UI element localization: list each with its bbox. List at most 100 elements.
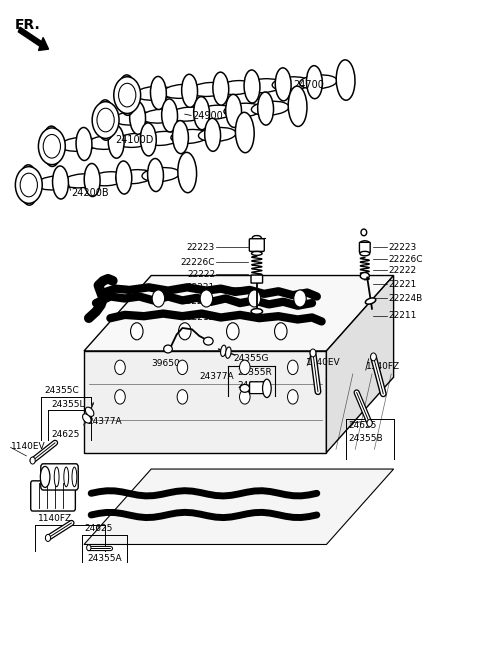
Ellipse shape — [337, 64, 354, 96]
Ellipse shape — [235, 112, 254, 153]
Circle shape — [119, 83, 136, 107]
Ellipse shape — [60, 137, 98, 152]
Ellipse shape — [119, 79, 135, 112]
Ellipse shape — [226, 94, 241, 127]
Ellipse shape — [108, 125, 124, 158]
Ellipse shape — [213, 72, 229, 105]
Ellipse shape — [336, 60, 355, 100]
Ellipse shape — [204, 337, 213, 345]
Ellipse shape — [116, 161, 132, 194]
Circle shape — [43, 134, 60, 158]
Ellipse shape — [140, 123, 156, 156]
Ellipse shape — [360, 272, 369, 279]
Ellipse shape — [244, 70, 260, 103]
FancyBboxPatch shape — [41, 464, 78, 490]
Circle shape — [177, 390, 188, 404]
Circle shape — [46, 535, 50, 541]
Circle shape — [371, 353, 376, 361]
Ellipse shape — [172, 121, 189, 154]
Ellipse shape — [226, 347, 231, 358]
Ellipse shape — [272, 77, 310, 91]
Circle shape — [294, 290, 306, 307]
Circle shape — [275, 323, 287, 340]
FancyBboxPatch shape — [251, 275, 263, 283]
Circle shape — [288, 390, 298, 404]
Polygon shape — [326, 276, 394, 453]
Circle shape — [115, 360, 125, 375]
Circle shape — [115, 390, 125, 404]
Ellipse shape — [21, 169, 37, 201]
Ellipse shape — [44, 130, 60, 163]
Ellipse shape — [289, 90, 306, 123]
Ellipse shape — [263, 379, 271, 398]
Text: 24625: 24625 — [84, 523, 113, 533]
Text: 22212: 22212 — [187, 313, 215, 322]
Ellipse shape — [40, 466, 50, 487]
Text: 22226C: 22226C — [180, 258, 215, 267]
Text: 24700: 24700 — [293, 80, 324, 91]
Circle shape — [38, 128, 65, 165]
Ellipse shape — [178, 152, 197, 193]
Text: 24355L: 24355L — [51, 400, 84, 409]
Ellipse shape — [130, 101, 145, 134]
Text: 22221: 22221 — [187, 283, 215, 292]
Text: 39650: 39650 — [151, 359, 180, 368]
Ellipse shape — [224, 103, 262, 117]
Text: 24355A: 24355A — [87, 554, 122, 564]
Ellipse shape — [116, 170, 153, 184]
Text: FR.: FR. — [14, 18, 40, 31]
Circle shape — [240, 390, 250, 404]
Ellipse shape — [252, 101, 289, 115]
Ellipse shape — [221, 345, 226, 356]
Ellipse shape — [300, 75, 337, 89]
Text: 24625: 24625 — [238, 381, 266, 390]
Ellipse shape — [97, 104, 114, 136]
Circle shape — [288, 360, 298, 375]
Text: 22222: 22222 — [389, 266, 417, 275]
FancyBboxPatch shape — [360, 242, 370, 253]
Ellipse shape — [164, 345, 172, 353]
Circle shape — [86, 544, 91, 550]
Circle shape — [240, 360, 250, 375]
Circle shape — [152, 290, 165, 307]
Ellipse shape — [306, 66, 323, 98]
Text: 1140EV: 1140EV — [306, 358, 341, 367]
Text: 24377A: 24377A — [87, 417, 122, 426]
Text: 22226C: 22226C — [389, 255, 423, 264]
Ellipse shape — [258, 92, 274, 125]
Text: 22222: 22222 — [187, 270, 215, 279]
Ellipse shape — [54, 467, 59, 487]
Text: 24900: 24900 — [192, 111, 223, 121]
Ellipse shape — [84, 163, 100, 197]
FancyBboxPatch shape — [31, 481, 75, 511]
Circle shape — [114, 77, 141, 113]
Text: 24377A: 24377A — [199, 372, 234, 381]
Text: 1140FZ: 1140FZ — [366, 362, 400, 371]
Circle shape — [248, 290, 261, 307]
Text: 22224B: 22224B — [389, 294, 423, 303]
Ellipse shape — [240, 384, 250, 392]
Ellipse shape — [72, 467, 77, 487]
Text: 24625: 24625 — [348, 420, 377, 430]
Text: 24200B: 24200B — [71, 188, 108, 198]
Ellipse shape — [96, 100, 115, 140]
Ellipse shape — [36, 176, 74, 190]
Ellipse shape — [76, 127, 92, 161]
Circle shape — [30, 457, 35, 464]
Ellipse shape — [190, 83, 228, 96]
Ellipse shape — [179, 156, 195, 189]
Ellipse shape — [163, 85, 201, 98]
Ellipse shape — [85, 407, 94, 417]
Ellipse shape — [118, 75, 137, 115]
Ellipse shape — [360, 251, 370, 256]
Ellipse shape — [63, 174, 100, 188]
Ellipse shape — [142, 167, 180, 182]
Ellipse shape — [288, 86, 307, 127]
Circle shape — [179, 323, 191, 340]
FancyBboxPatch shape — [250, 382, 267, 394]
Ellipse shape — [360, 241, 370, 247]
Text: 22224B: 22224B — [181, 297, 215, 306]
Text: 24355C: 24355C — [44, 386, 79, 395]
Circle shape — [15, 167, 42, 203]
Ellipse shape — [162, 99, 178, 132]
